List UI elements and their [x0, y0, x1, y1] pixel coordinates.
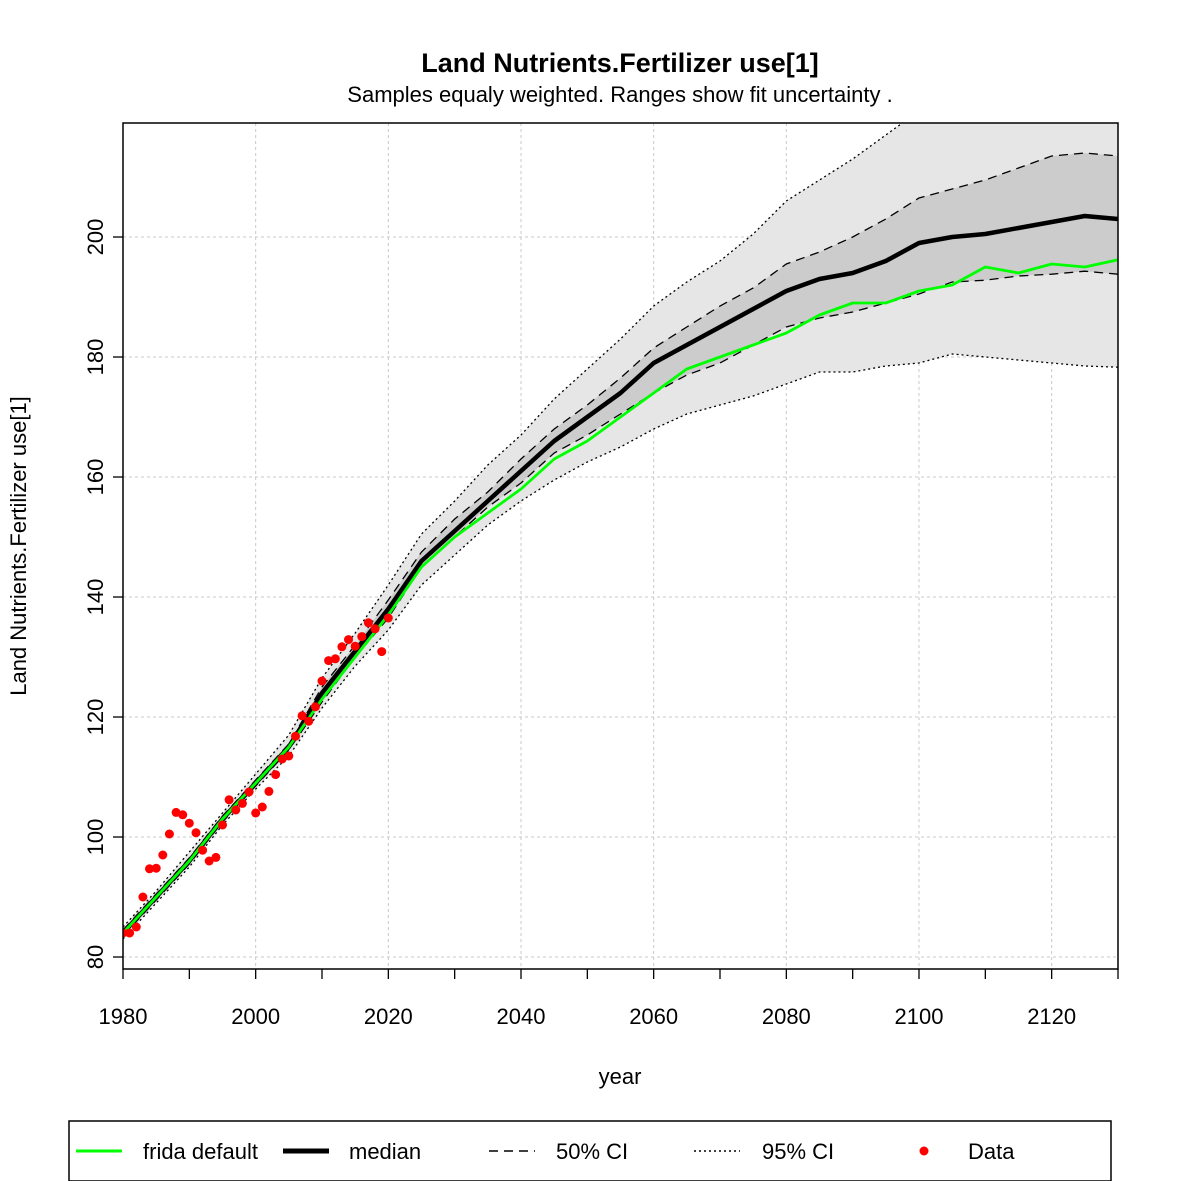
data-point-2017 [363, 618, 373, 628]
uncertainty-bands [123, 123, 1118, 939]
data-point-1984 [145, 864, 154, 874]
line-95-ci-lower [123, 353, 1118, 940]
y-axis: 80 100 120 140 160 180 200 [83, 219, 123, 969]
x-tick-label-2100: 2100 [895, 1004, 944, 1029]
x-tick-label-2060: 2060 [629, 1004, 678, 1029]
data-point-1994 [211, 852, 221, 862]
data-point-2014 [344, 635, 353, 645]
data-point-2005 [284, 751, 294, 761]
legend-box [68, 1120, 1112, 1181]
line-frida-default [123, 258, 1118, 934]
data-point-1999 [244, 787, 254, 797]
legend-label-frida-default: frida default [143, 1139, 258, 1164]
legend-swatch-data [919, 1146, 929, 1156]
data-point-1997 [231, 805, 241, 815]
chart-title: Land Nutrients.Fertilizer use[1] [421, 48, 819, 78]
data-point-1992 [198, 845, 208, 855]
x-tick-label-1980: 1980 [99, 1004, 148, 1029]
y-tick-label-100: 100 [83, 819, 108, 856]
data-points [123, 613, 393, 938]
x-tick-label-2000: 2000 [231, 1004, 280, 1029]
data-point-1982 [131, 922, 141, 932]
data-point-1990 [184, 818, 194, 828]
x-axis: 1980 2000 2020 2040 2060 2080 2100 2120 [99, 969, 1119, 1029]
data-point-2015 [350, 641, 360, 651]
y-axis-label: Land Nutrients.Fertilizer use[1] [6, 396, 31, 696]
data-point-1985 [151, 863, 161, 873]
legend-label-ci95: 95% CI [762, 1139, 834, 1164]
data-point-2003 [271, 770, 281, 780]
data-point-1986 [158, 850, 168, 860]
data-point-1989 [178, 810, 188, 820]
data-point-1983 [138, 892, 148, 902]
data-point-1981 [125, 928, 135, 938]
y-tick-label-120: 120 [83, 699, 108, 736]
chart-subtitle: Samples equaly weighted. Ranges show fit… [347, 82, 892, 107]
data-point-2019 [377, 647, 387, 657]
band-95-ci [123, 123, 1118, 939]
data-point-2006 [291, 731, 300, 741]
data-point-2010 [317, 676, 327, 686]
y-tick-label-80: 80 [83, 945, 108, 969]
x-axis-label: year [599, 1064, 642, 1089]
data-point-1995 [218, 820, 227, 830]
plot-frame [122, 122, 1119, 970]
data-point-2002 [264, 786, 274, 796]
series-lines [123, 123, 1118, 940]
data-point-1993 [204, 856, 214, 866]
x-tick-label-2040: 2040 [497, 1004, 546, 1029]
legend: frida default median 50% CI 95% CI Data [68, 1120, 1112, 1181]
legend-label-median: median [349, 1139, 421, 1164]
data-point-2016 [357, 632, 367, 642]
x-tick-label-2120: 2120 [1027, 1004, 1076, 1029]
y-tick-label-180: 180 [83, 339, 108, 376]
x-tick-label-2020: 2020 [364, 1004, 413, 1029]
data-point-2007 [297, 711, 307, 721]
band-50-ci [123, 153, 1118, 936]
legend-label-ci50: 50% CI [556, 1139, 628, 1164]
legend-label-data: Data [968, 1139, 1015, 1164]
data-point-2018 [370, 624, 380, 634]
data-point-1991 [191, 828, 201, 838]
y-tick-label-160: 160 [83, 459, 108, 496]
data-point-2020 [383, 613, 393, 623]
data-point-2001 [257, 802, 267, 812]
y-tick-label-140: 140 [83, 579, 108, 616]
line-50-ci-upper [123, 152, 1118, 931]
data-point-2008 [304, 716, 314, 726]
line-50-ci-lower [123, 270, 1118, 937]
x-tick-label-2080: 2080 [762, 1004, 811, 1029]
data-point-2000 [251, 808, 261, 818]
data-point-1996 [224, 795, 234, 805]
data-point-1998 [237, 798, 247, 808]
y-tick-label-200: 200 [83, 219, 108, 256]
data-point-2012 [330, 654, 340, 664]
data-point-2013 [337, 642, 347, 652]
data-point-1987 [164, 829, 174, 839]
data-point-2009 [310, 702, 320, 712]
